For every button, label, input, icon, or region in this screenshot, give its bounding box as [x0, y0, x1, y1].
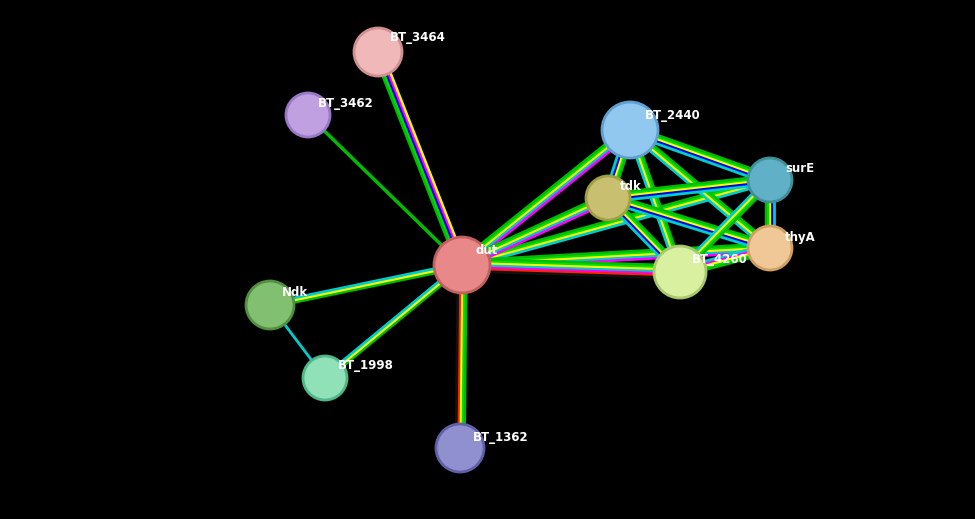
Text: BT_1998: BT_1998 — [338, 360, 394, 373]
Circle shape — [602, 102, 658, 158]
Text: BT_3464: BT_3464 — [390, 32, 446, 45]
Circle shape — [246, 281, 294, 329]
Text: Ndk: Ndk — [282, 285, 308, 298]
Text: dut: dut — [475, 243, 497, 256]
Text: BT_1362: BT_1362 — [473, 431, 528, 444]
Circle shape — [354, 28, 402, 76]
Circle shape — [654, 246, 706, 298]
Text: surE: surE — [785, 161, 814, 174]
Text: thyA: thyA — [785, 231, 816, 244]
Circle shape — [434, 237, 490, 293]
Circle shape — [586, 176, 630, 220]
Circle shape — [303, 356, 347, 400]
Circle shape — [286, 93, 330, 137]
Text: BT_3462: BT_3462 — [318, 97, 373, 110]
Text: BT_2440: BT_2440 — [645, 108, 701, 121]
Circle shape — [748, 226, 792, 270]
Text: tdk: tdk — [620, 180, 642, 193]
Circle shape — [436, 424, 484, 472]
Circle shape — [748, 158, 792, 202]
Text: BT_4260: BT_4260 — [692, 253, 748, 266]
